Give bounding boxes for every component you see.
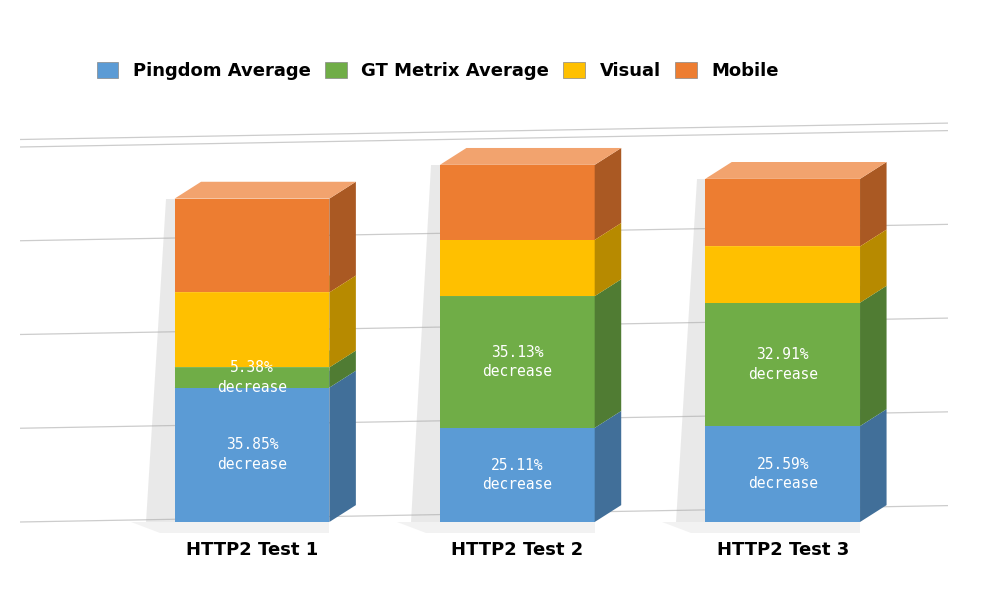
Bar: [440, 165, 595, 240]
Polygon shape: [440, 148, 621, 165]
Bar: [175, 367, 329, 388]
Bar: [705, 426, 860, 522]
Polygon shape: [705, 286, 886, 302]
Polygon shape: [595, 223, 621, 296]
Polygon shape: [595, 148, 621, 240]
Bar: [440, 296, 595, 428]
Bar: [175, 199, 329, 292]
Text: HTTP2 Test 3: HTTP2 Test 3: [716, 541, 849, 559]
Polygon shape: [175, 371, 356, 388]
Polygon shape: [677, 179, 705, 522]
Bar: [705, 179, 860, 247]
Polygon shape: [329, 275, 356, 367]
Bar: [175, 388, 329, 522]
Polygon shape: [595, 411, 621, 522]
Polygon shape: [175, 350, 356, 367]
Polygon shape: [329, 350, 356, 388]
Polygon shape: [440, 411, 621, 428]
Bar: [440, 240, 595, 296]
Polygon shape: [397, 522, 595, 533]
Text: 5.38%
decrease: 5.38% decrease: [217, 360, 287, 395]
Polygon shape: [175, 182, 356, 199]
Polygon shape: [329, 182, 356, 292]
Polygon shape: [705, 409, 886, 426]
Bar: [705, 302, 860, 426]
Legend: Pingdom Average, GT Metrix Average, Visual, Mobile: Pingdom Average, GT Metrix Average, Visu…: [97, 62, 779, 80]
Text: HTTP2 Test 2: HTTP2 Test 2: [452, 541, 583, 559]
Bar: [705, 247, 860, 302]
Bar: [175, 292, 329, 367]
Polygon shape: [440, 279, 621, 296]
Text: 35.13%
decrease: 35.13% decrease: [482, 344, 552, 379]
Polygon shape: [860, 286, 886, 426]
Polygon shape: [131, 522, 329, 533]
Text: 25.59%
decrease: 25.59% decrease: [748, 457, 818, 491]
Polygon shape: [860, 409, 886, 522]
Text: 32.91%
decrease: 32.91% decrease: [748, 347, 818, 382]
Polygon shape: [595, 279, 621, 428]
Polygon shape: [440, 223, 621, 240]
Polygon shape: [705, 229, 886, 247]
Polygon shape: [175, 275, 356, 292]
Text: HTTP2 Test 1: HTTP2 Test 1: [186, 541, 318, 559]
Polygon shape: [860, 229, 886, 302]
Polygon shape: [329, 371, 356, 522]
Polygon shape: [146, 199, 175, 522]
Polygon shape: [662, 522, 860, 533]
Bar: [440, 428, 595, 522]
Polygon shape: [705, 162, 886, 179]
Polygon shape: [860, 162, 886, 247]
Polygon shape: [411, 165, 440, 522]
Text: 35.85%
decrease: 35.85% decrease: [217, 437, 287, 472]
Text: 25.11%
decrease: 25.11% decrease: [482, 458, 552, 493]
